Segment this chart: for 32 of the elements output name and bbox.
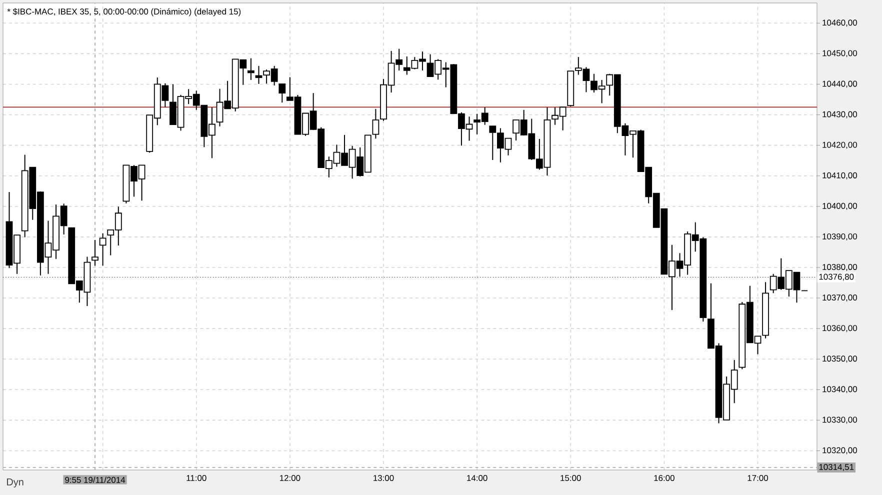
x-tick-label: 16:00 — [654, 475, 674, 481]
y-tick-label: 10330,00 — [822, 416, 858, 424]
x-tick-label: 12:00 — [280, 475, 300, 481]
candlestick — [92, 239, 98, 266]
candlestick — [248, 58, 254, 80]
ref-line-label: 9:55 19/11/2014 — [65, 476, 126, 483]
candlestick — [99, 232, 106, 266]
y-tick-label: 10390,00 — [822, 233, 858, 240]
x-tick-label: 17:00 — [748, 475, 768, 481]
y-tick-label: 10450,00 — [822, 50, 858, 58]
y-tick-label: 10440,00 — [822, 80, 858, 88]
y-tick-label: 10380,00 — [822, 264, 858, 271]
y-tick-label: 10400,00 — [822, 202, 858, 210]
y-tick-label: 10460,00 — [822, 20, 858, 27]
y-tick-label: 10350,00 — [822, 356, 858, 363]
x-tick-label: 15:00 — [560, 475, 581, 481]
candlestick — [372, 108, 380, 140]
x-tick-label: 13:00 — [374, 475, 394, 481]
ref-line-label: 10376,80 — [819, 274, 854, 281]
text: Dyn — [7, 478, 24, 488]
x-tick-label: 14:00 — [467, 475, 488, 481]
y-tick-label: 10320,00 — [822, 447, 858, 454]
ref-line-label: 10314,51 — [819, 464, 854, 472]
y-tick-label: 10340,00 — [822, 386, 858, 394]
x-tick-label: 11:00 — [186, 475, 206, 481]
y-tick-label: 10420,00 — [822, 142, 858, 149]
y-tick-label: 10370,00 — [822, 294, 858, 302]
y-tick-label: 10410,00 — [822, 172, 858, 180]
y-tick-label: 10360,00 — [822, 325, 858, 332]
text: * $IBC-MAC, IBEX 35, 5, 00:00-00:00 (Dinámico) (delayed 15) — [7, 8, 241, 16]
candlestick — [278, 83, 286, 104]
y-tick-label: 10430,00 — [822, 111, 858, 118]
